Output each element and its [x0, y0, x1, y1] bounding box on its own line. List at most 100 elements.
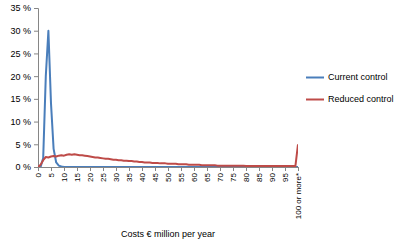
y-tick-mark — [34, 99, 38, 100]
x-tick-mark — [259, 167, 260, 171]
x-tick-mark — [220, 167, 221, 171]
y-tick: 15 % — [10, 94, 38, 104]
x-axis-line — [39, 168, 299, 172]
x-tick-mark — [272, 167, 273, 171]
x-tick-label: 70 — [216, 172, 225, 181]
y-tick-label: 35 % — [10, 3, 31, 13]
x-tick-mark — [207, 167, 208, 171]
y-tick: 10 % — [10, 117, 38, 127]
x-tick-label: 60 — [190, 172, 199, 181]
x-tick-mark — [194, 167, 195, 171]
y-tick-label: 30 % — [10, 26, 31, 36]
y-tick: 20 % — [10, 72, 38, 82]
x-tick-mark — [181, 167, 182, 171]
x-tick-label: 55 — [177, 172, 186, 181]
x-tick: 75 — [229, 167, 238, 182]
x-tick: 10 — [60, 167, 69, 182]
x-tick: 65 — [203, 167, 212, 182]
x-tick: 45 — [151, 167, 160, 182]
x-tick-label: 40 — [138, 172, 147, 181]
y-tick-label: 20 % — [10, 72, 31, 82]
y-tick-mark — [34, 144, 38, 145]
x-axis-title: Costs € million per year — [121, 229, 215, 239]
x-tick: 70 — [216, 167, 225, 182]
x-tick: 35 — [125, 167, 134, 182]
y-tick: 0 % — [15, 162, 38, 172]
x-tick: 80 — [242, 167, 251, 182]
y-tick-mark — [34, 31, 38, 32]
x-tick-label: 0 — [34, 172, 43, 177]
y-tick: 5 % — [15, 140, 38, 150]
x-tick: 30 — [112, 167, 121, 182]
x-tick-mark — [38, 167, 39, 171]
x-tick-mark — [246, 167, 247, 171]
x-tick: 90 — [268, 167, 277, 182]
y-tick-label: 15 % — [10, 94, 31, 104]
y-tick: 25 % — [10, 49, 38, 59]
x-tick-label: 10 — [60, 172, 69, 181]
x-tick: 50 — [164, 167, 173, 182]
x-tick-label: 65 — [203, 172, 212, 181]
x-tick: 95 — [281, 167, 290, 182]
x-tick-label: 95 — [281, 172, 290, 181]
x-tick-mark — [129, 167, 130, 171]
x-tick-mark — [233, 167, 234, 171]
y-tick-label: 10 % — [10, 117, 31, 127]
legend-item: Current control — [306, 72, 388, 82]
x-tick: 25 — [99, 167, 108, 182]
x-tick: 85 — [255, 167, 264, 182]
y-tick: 35 % — [10, 3, 38, 13]
legend: Current control Reduced control — [306, 72, 394, 104]
x-tick-label: 25 — [99, 172, 108, 181]
y-axis: 0 % 5 % 10 % 15 % 20 % 25 % 30 % 35 % — [10, 3, 38, 172]
series-line — [38, 144, 298, 167]
x-tick-mark — [51, 167, 52, 171]
x-tick-mark — [285, 167, 286, 171]
x-tick: 0 — [34, 167, 43, 177]
x-tick: 5 — [47, 167, 56, 177]
x-tick: 15 — [73, 167, 82, 182]
x-tick-label: 30 — [112, 172, 121, 181]
x-tick-label: 5 — [47, 172, 56, 177]
x-tick-mark — [103, 167, 104, 171]
x-tick-mark — [64, 167, 65, 171]
x-tick: 100 or more* — [294, 167, 303, 219]
y-tick-mark — [34, 167, 38, 168]
series-line — [38, 31, 298, 167]
x-tick-label: 100 or more* — [294, 173, 303, 219]
y-tick-label: 0 % — [15, 162, 31, 172]
chart: 0 % 5 % 10 % 15 % 20 % 25 % 30 % 35 % 05 10 15 20 25… — [0, 0, 400, 242]
y-tick-mark — [34, 8, 38, 9]
legend-label: Current control — [328, 72, 388, 82]
x-tick-label: 90 — [268, 172, 277, 181]
legend-item: Reduced control — [306, 94, 394, 104]
x-tick-mark — [116, 167, 117, 171]
lines — [38, 31, 298, 167]
x-tick: 40 — [138, 167, 147, 182]
y-tick-label: 25 % — [10, 49, 31, 59]
y-axis-line — [34, 9, 39, 168]
y-tick-label: 5 % — [15, 140, 31, 150]
x-tick-label: 75 — [229, 172, 238, 181]
x-tick-mark — [77, 167, 78, 171]
x-tick-label: 85 — [255, 172, 264, 181]
x-tick-label: 50 — [164, 172, 173, 181]
x-tick-mark — [142, 167, 143, 171]
x-tick: 20 — [86, 167, 95, 182]
x-tick: 60 — [190, 167, 199, 182]
legend-swatch — [306, 77, 324, 79]
x-tick-mark — [155, 167, 156, 171]
x-tick-label: 35 — [125, 172, 134, 181]
x-tick-mark — [168, 167, 169, 171]
x-tick: 55 — [177, 167, 186, 182]
x-tick-mark — [90, 167, 91, 171]
x-axis: 05 10 15 20 25 30 35 40 45 50 55 60 65 70 75 80 85 90 95 10… — [34, 167, 303, 219]
legend-swatch — [306, 99, 324, 101]
y-tick-mark — [34, 122, 38, 123]
x-tick-label: 80 — [242, 172, 251, 181]
y-tick: 30 % — [10, 26, 38, 36]
x-tick-label: 45 — [151, 172, 160, 181]
y-tick-mark — [34, 76, 38, 77]
x-tick-mark — [298, 167, 299, 171]
plot: 0 % 5 % 10 % 15 % 20 % 25 % 30 % 35 % 05 10 15 20 25… — [10, 3, 303, 219]
